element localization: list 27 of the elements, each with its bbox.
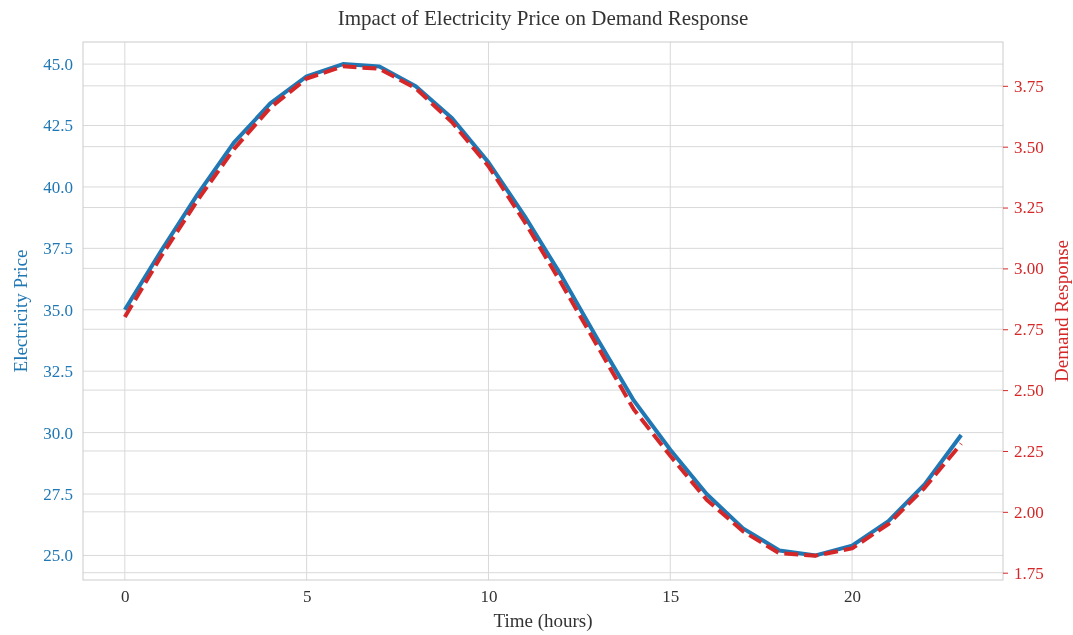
y-tick-label: 25.0 xyxy=(43,546,73,566)
y-axis-title: Electricity Price xyxy=(10,249,31,373)
y-tick-label: 32.5 xyxy=(43,362,73,382)
y-tick-label: 27.5 xyxy=(43,484,73,504)
y2-tick-label: 2.25 xyxy=(1014,441,1044,461)
y2-axis-title: Demand Response xyxy=(1051,240,1072,382)
x-tick-label: 15 xyxy=(662,587,680,607)
y-tick-label: 45.0 xyxy=(43,55,73,75)
y-tick-label: 35.0 xyxy=(43,300,73,320)
x-axis-title: Time (hours) xyxy=(493,610,593,632)
y-tick-label: 42.5 xyxy=(43,116,73,136)
y2-tick-label: 3.00 xyxy=(1014,259,1044,279)
y-tick-label: 40.0 xyxy=(43,177,73,197)
x-tick-label: 10 xyxy=(480,587,498,607)
y2-tick-label: 3.25 xyxy=(1014,198,1044,218)
x-tick-label: 0 xyxy=(121,587,130,607)
y-tick-label: 37.5 xyxy=(43,239,73,259)
chart-title: Impact of Electricity Price on Demand Response xyxy=(337,6,749,30)
y2-tick-label: 3.50 xyxy=(1014,137,1044,157)
x-tick-label: 5 xyxy=(302,587,312,607)
y2-tick-label: 1.75 xyxy=(1014,563,1044,583)
y2-tick-label: 2.00 xyxy=(1014,502,1044,522)
y-tick-label: 30.0 xyxy=(43,423,73,443)
x-tick-label: 20 xyxy=(844,587,862,607)
y2-tick-label: 2.50 xyxy=(1014,381,1044,401)
y2-tick-label: 3.75 xyxy=(1014,76,1044,96)
y2-tick-label: 2.75 xyxy=(1014,320,1044,340)
